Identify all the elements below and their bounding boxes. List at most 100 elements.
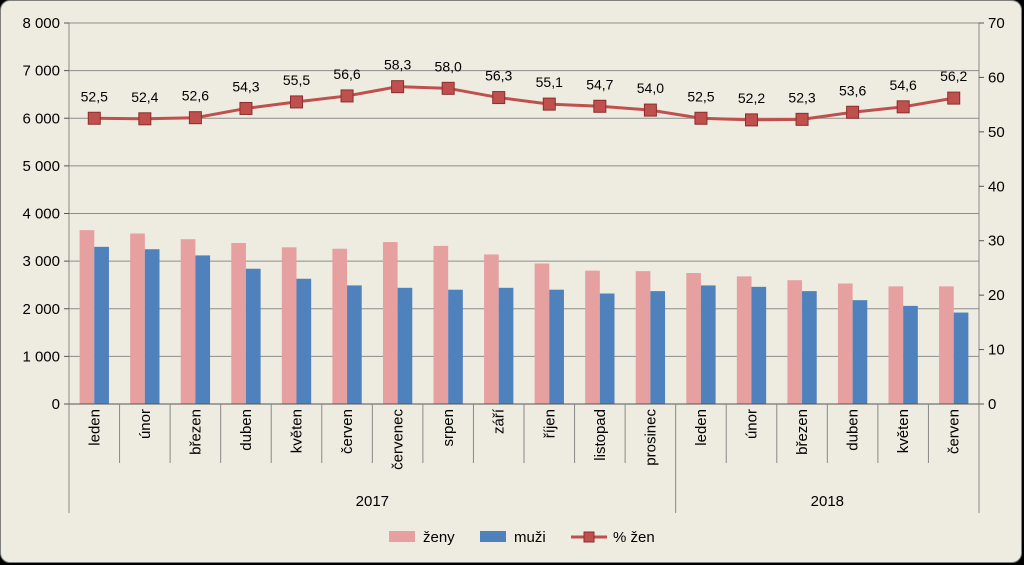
bar-muzi — [195, 255, 211, 404]
legend-label: ženy — [423, 529, 455, 546]
left-tick-label: 5 000 — [22, 158, 60, 175]
category-label: září — [491, 408, 508, 434]
data-label: 52,4 — [131, 89, 158, 105]
line-marker — [391, 80, 405, 94]
category-label: prosinec — [642, 409, 659, 466]
category-label: duben — [845, 409, 862, 451]
data-label: 54,6 — [890, 77, 917, 93]
line-pct-zen — [94, 85, 954, 122]
right-tick-label: 40 — [988, 178, 1005, 195]
line-marker — [542, 97, 556, 111]
bar-muzi — [296, 278, 312, 404]
bar-zeny — [939, 286, 954, 404]
right-tick-label: 20 — [988, 287, 1005, 304]
bar-zeny — [534, 263, 550, 404]
bar-muzi — [700, 285, 716, 404]
bar-muzi — [498, 287, 514, 404]
legend-swatch — [389, 531, 415, 542]
line-marker — [340, 89, 354, 103]
left-tick-label: 0 — [52, 396, 60, 413]
data-label: 55,5 — [283, 72, 310, 88]
bar-muzi — [903, 305, 918, 404]
data-label: 54,3 — [232, 78, 259, 94]
bar-muzi — [549, 289, 564, 404]
data-label: 56,3 — [485, 68, 512, 84]
line-marker — [947, 91, 961, 105]
line-marker — [896, 100, 910, 114]
line-marker — [593, 99, 607, 113]
category-label: leden — [693, 409, 710, 446]
bar-zeny — [130, 233, 145, 404]
right-tick-label: 50 — [988, 124, 1005, 141]
bar-zeny — [585, 270, 600, 404]
bar-zeny — [231, 243, 246, 404]
bar-zeny — [332, 248, 348, 404]
legend-label: % žen — [613, 529, 655, 546]
data-label: 52,6 — [182, 88, 209, 104]
data-label: 52,5 — [81, 88, 108, 104]
bar-muzi — [650, 291, 666, 404]
legend-swatch — [480, 531, 506, 542]
bar-muzi — [852, 300, 868, 404]
bar-muzi — [397, 287, 413, 404]
data-label: 52,5 — [687, 88, 714, 104]
right-tick-label: 70 — [988, 15, 1005, 32]
right-tick-label: 60 — [988, 69, 1005, 86]
category-label: listopad — [592, 409, 609, 461]
bar-zeny — [787, 280, 803, 404]
category-label: květen — [895, 409, 912, 453]
category-label: únor — [744, 409, 761, 439]
data-label: 53,6 — [839, 82, 866, 98]
line-marker — [441, 81, 455, 95]
left-tick-label: 2 000 — [22, 301, 60, 318]
line-marker — [87, 111, 101, 125]
bar-muzi — [448, 289, 463, 404]
data-label: 56,2 — [940, 68, 967, 84]
bar-zeny — [686, 273, 701, 404]
category-label: leden — [86, 409, 103, 446]
category-label: únor — [137, 409, 154, 439]
data-label: 54,7 — [586, 76, 613, 92]
bar-muzi — [599, 293, 615, 404]
category-label: duben — [238, 409, 255, 451]
bar-zeny — [382, 242, 398, 404]
data-label: 55,1 — [536, 74, 563, 90]
right-tick-label: 10 — [988, 342, 1005, 359]
category-label: březen — [794, 409, 811, 455]
bar-zeny — [635, 271, 651, 404]
bar-zeny — [281, 247, 297, 404]
bar-zeny — [484, 254, 499, 404]
left-tick-label: 6 000 — [22, 110, 60, 127]
data-label: 54,0 — [637, 80, 664, 96]
bar-zeny — [79, 230, 95, 404]
bar-muzi — [94, 246, 109, 404]
category-label: srpen — [440, 409, 457, 447]
bar-zeny — [433, 245, 449, 404]
category-label: říjen — [541, 409, 558, 438]
right-tick-label: 0 — [988, 396, 996, 413]
left-tick-label: 7 000 — [22, 63, 60, 80]
left-tick-label: 4 000 — [22, 206, 60, 223]
category-label: březen — [187, 409, 204, 455]
category-label: červen — [946, 409, 963, 454]
data-label: 56,6 — [333, 66, 360, 82]
line-marker — [290, 95, 303, 109]
line-marker — [795, 112, 809, 126]
bar-muzi — [802, 291, 817, 404]
bar-muzi — [953, 312, 969, 404]
left-tick-label: 8 000 — [22, 15, 60, 32]
bar-zeny — [180, 239, 196, 404]
line-marker — [138, 112, 152, 126]
line-marker — [239, 101, 253, 115]
line-marker — [492, 91, 506, 105]
bar-zeny — [888, 286, 904, 404]
line-marker — [188, 111, 202, 125]
bar-zeny — [736, 276, 752, 404]
right-tick-label: 30 — [988, 233, 1005, 250]
legend-label: muži — [514, 529, 546, 546]
bar-zeny — [837, 283, 853, 404]
bar-muzi — [751, 286, 767, 404]
line-marker — [694, 111, 708, 125]
line-marker — [643, 103, 657, 117]
